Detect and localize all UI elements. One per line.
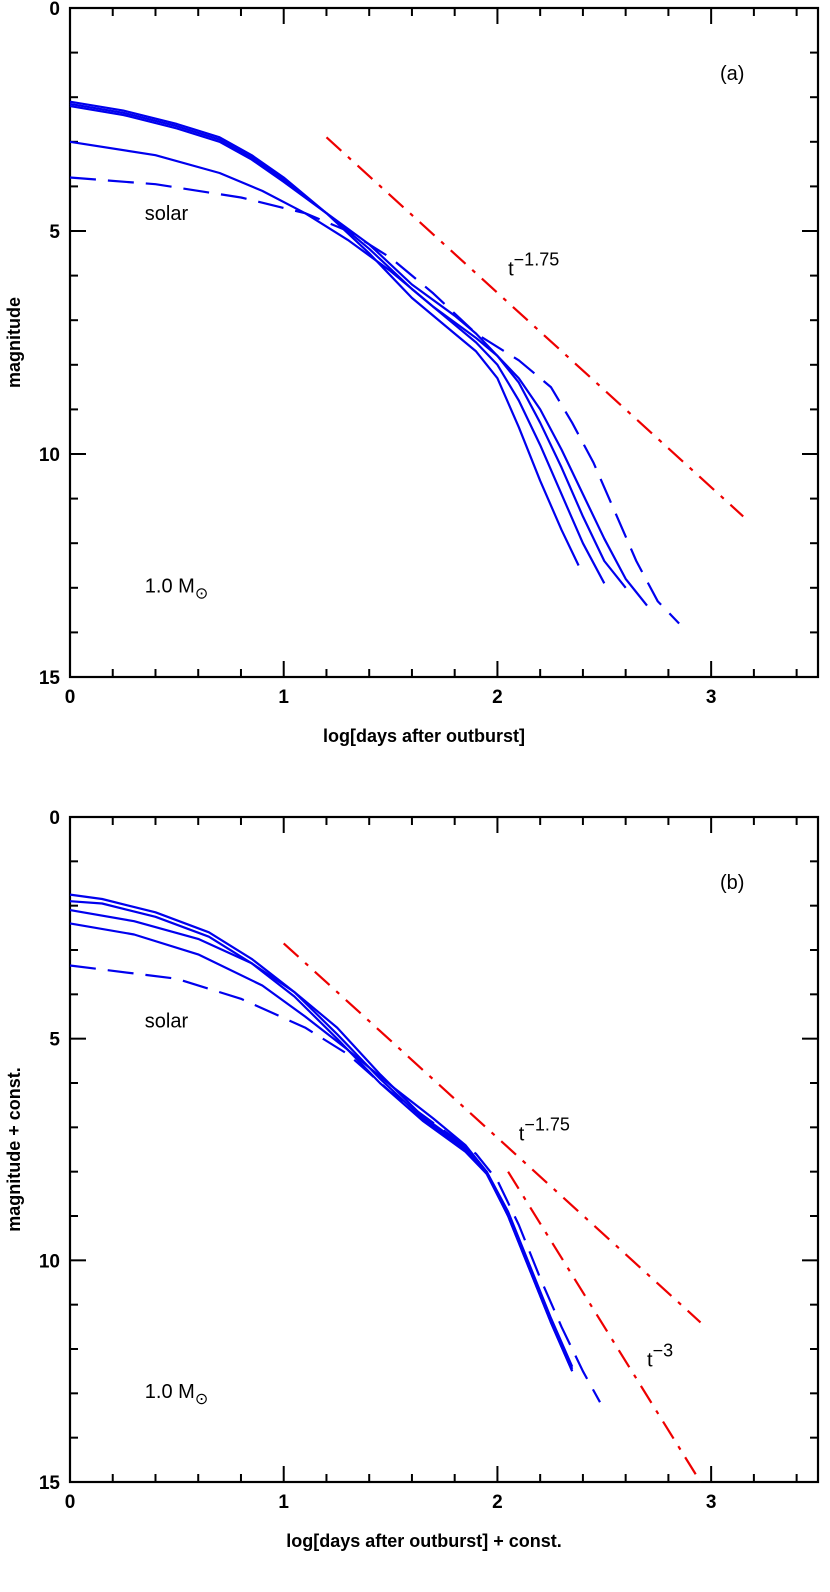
x-tick-label: 0 (65, 687, 76, 708)
solar-model-curve (69, 964, 601, 1403)
x-tick-label: 1 (278, 687, 289, 708)
power-law-base: t (519, 1124, 525, 1146)
model-curve (69, 893, 574, 1368)
power-law-base: t (508, 259, 514, 281)
mass-annotation: 1.0 M⊙ (145, 1381, 208, 1408)
model-curve (69, 100, 580, 566)
annotation-text: solar (145, 1011, 189, 1033)
y-axis-label: magnitude + const. (4, 1067, 24, 1232)
power-law-label: t−3 (647, 1341, 673, 1372)
y-axis-label: magnitude (4, 297, 24, 388)
sun-symbol: ⊙ (195, 1391, 208, 1408)
x-tick-label: 0 (65, 1492, 76, 1513)
annotation-text: solar (145, 203, 189, 225)
x-tick-label: 3 (706, 1492, 717, 1513)
x-axis-label: log[days after outburst] + const. (286, 1531, 562, 1551)
power-law-base: t (647, 1350, 653, 1372)
annotation-text: 1.0 M (145, 575, 195, 597)
x-tick-label: 1 (278, 1492, 289, 1513)
plot-frame (68, 815, 820, 1484)
plot-frame (68, 6, 820, 679)
y-tick-label: 10 (39, 1251, 60, 1272)
model-curve (69, 102, 606, 584)
model-curve (69, 140, 648, 607)
x-tick-label: 2 (492, 1492, 503, 1513)
model-curve (69, 105, 627, 589)
chart-panel-a: 0 1 2 3 0 5 10 15 log[days after outburst] magnit… (4, 0, 820, 746)
power-law-exponent: −1.75 (514, 250, 560, 270)
solar-annotation: solar (145, 203, 189, 225)
x-axis-label: log[days after outburst] (323, 726, 525, 746)
chart-panel-b: 0 1 2 3 0 5 10 15 log[days after outburst] + con… (4, 808, 820, 1551)
model-curve (69, 900, 574, 1370)
power-law-line (282, 942, 702, 1324)
y-tick-label: 10 (39, 445, 60, 466)
power-law-line (325, 136, 744, 518)
y-tick-label: 5 (49, 1030, 60, 1051)
panel-label: (a) (720, 63, 744, 85)
power-law-exponent: −1.75 (524, 1115, 570, 1135)
power-law-exponent: −3 (653, 1341, 674, 1361)
panel-label: (b) (720, 872, 744, 894)
x-tick-label: 3 (706, 687, 717, 708)
y-tick-label: 15 (39, 668, 61, 689)
x-tick-label: 2 (492, 687, 503, 708)
model-curve (69, 909, 574, 1372)
y-tick-label: 15 (39, 1473, 61, 1494)
solar-annotation: solar (145, 1011, 189, 1033)
power-law-line (507, 1171, 702, 1483)
power-law-label: t−1.75 (519, 1115, 570, 1146)
y-tick-label: 0 (49, 808, 60, 829)
annotation-text: 1.0 M (145, 1381, 195, 1403)
sun-symbol: ⊙ (195, 585, 208, 602)
solar-model-curve (69, 176, 680, 625)
model-curve (69, 922, 574, 1372)
mass-annotation: 1.0 M⊙ (145, 575, 208, 602)
y-tick-label: 5 (49, 222, 60, 243)
y-tick-label: 0 (49, 0, 60, 20)
power-law-label: t−1.75 (508, 250, 559, 281)
